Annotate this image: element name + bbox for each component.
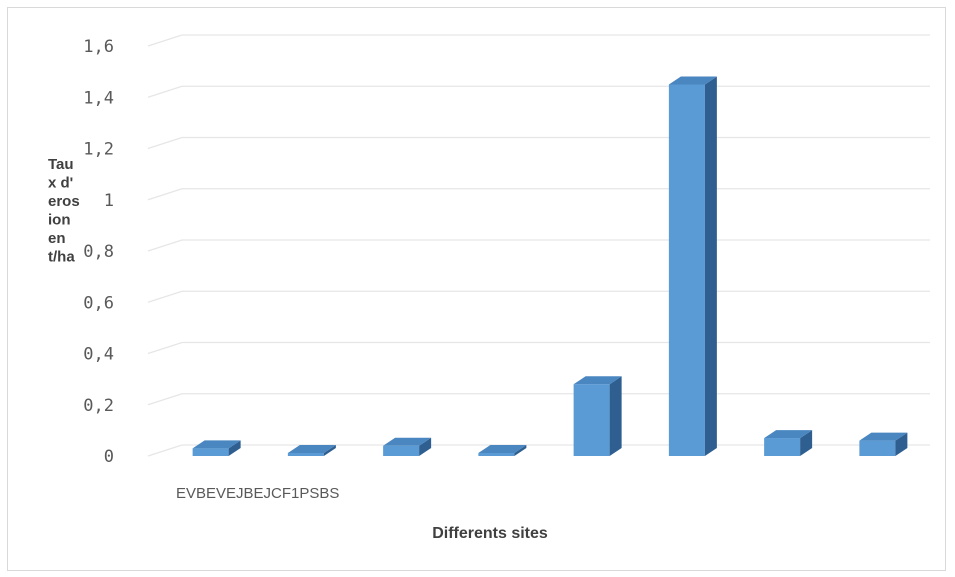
- y-axis-title-line: ion: [48, 212, 71, 229]
- bar-chart: 0 0,2 0,4 0,6 0,8 1 1,2 1,4 1,6 EVBEVEJBEJCF1PSB…: [48, 34, 930, 542]
- y-tick-label: 1,6: [83, 37, 114, 57]
- bar-EJ: [573, 376, 622, 456]
- gridline: [147, 341, 930, 355]
- y-tick-label: 0: [104, 447, 114, 467]
- y-axis-title-line: en: [48, 230, 66, 247]
- y-tick-label: 1: [104, 191, 114, 211]
- bar-JB: [478, 445, 527, 456]
- bars: [192, 76, 908, 456]
- y-axis-title-line: Tau: [48, 156, 74, 173]
- chart-frame: 0 0,2 0,4 0,6 0,8 1 1,2 1,4 1,6 EVBEVEJBEJCF1PSB…: [7, 7, 946, 571]
- bar-BS: [859, 432, 908, 456]
- gridline: [147, 393, 930, 406]
- gridline: [147, 444, 930, 457]
- bar-VE: [383, 437, 432, 456]
- gridlines: [147, 34, 930, 457]
- y-tick-label: 0,2: [83, 396, 114, 416]
- gridline: [147, 290, 930, 303]
- bar-CF1: [668, 76, 717, 456]
- category-axis-labels: EVBEVEJBEJCF1PSBS: [176, 485, 339, 502]
- y-tick-label: 0,4: [83, 345, 114, 365]
- y-tick-label: 0,8: [83, 242, 114, 262]
- y-tick-label: 0,6: [83, 293, 114, 313]
- x-axis-title: Differents sites: [432, 525, 548, 542]
- y-axis-title-line: eros: [48, 193, 80, 210]
- gridline: [147, 188, 930, 201]
- bar-PS: [764, 430, 813, 456]
- y-axis-title-line: t/ha: [48, 249, 75, 266]
- y-axis-ticks: 0 0,2 0,4 0,6 0,8 1 1,2 1,4 1,6: [83, 37, 114, 467]
- y-tick-label: 1,4: [83, 88, 114, 108]
- bar-EV: [192, 440, 241, 456]
- gridline: [147, 136, 930, 150]
- bar-BE: [287, 445, 336, 456]
- gridline: [147, 34, 930, 47]
- y-tick-label: 1,2: [83, 140, 114, 160]
- gridline: [147, 239, 930, 252]
- gridline: [147, 85, 930, 98]
- y-axis-title-line: x d': [48, 175, 73, 192]
